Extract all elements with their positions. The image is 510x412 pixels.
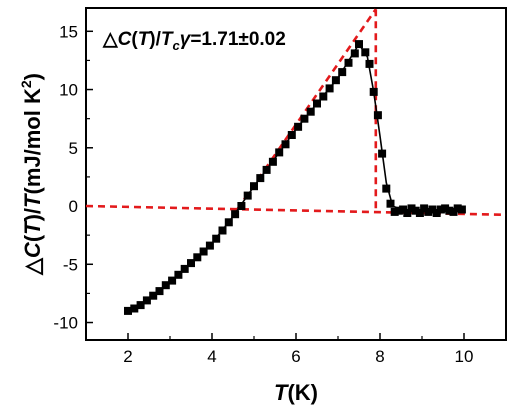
x-tick-label: 4 [207, 347, 216, 366]
data-point [350, 49, 359, 58]
data-point [218, 226, 227, 235]
data-series [124, 40, 466, 315]
data-point [243, 191, 252, 200]
data-point [199, 247, 208, 256]
data-point [403, 209, 412, 217]
data-point [313, 99, 321, 108]
x-tick-label: 10 [455, 347, 474, 366]
data-point [256, 174, 265, 183]
x-tick-label: 8 [375, 347, 384, 366]
data-point [300, 114, 309, 123]
plot-frame [85, 7, 507, 341]
data-point [415, 209, 424, 217]
data-point [394, 206, 403, 215]
data-point [306, 107, 315, 116]
data-point [386, 199, 395, 208]
data-point [378, 149, 387, 158]
y-tick-label: 15 [59, 22, 78, 41]
data-point [365, 59, 374, 68]
data-point [441, 204, 450, 213]
data-point [180, 264, 189, 273]
data-point [268, 157, 277, 166]
data-point [136, 301, 145, 310]
data-point [325, 84, 334, 93]
data-point [193, 253, 202, 262]
data-point [411, 206, 420, 215]
data-point [224, 218, 233, 227]
data-point [407, 204, 416, 213]
data-point [275, 148, 284, 157]
chart-annotation: △C(T)/Tcγ=1.71±0.02 [102, 29, 286, 53]
y-tick-label: 10 [59, 81, 78, 100]
data-point [142, 296, 151, 305]
data-point [155, 287, 164, 296]
y-tick-label: -10 [53, 314, 78, 333]
data-point [250, 182, 258, 191]
y-axis-title: △C(T)/T(mJ/mol K2) [18, 73, 45, 276]
y-tick-label: 0 [69, 197, 78, 216]
data-point [382, 184, 391, 193]
data-point [355, 40, 363, 49]
data-point [369, 87, 378, 96]
data-point [432, 209, 441, 217]
data-point [161, 281, 170, 290]
data-point [130, 304, 139, 313]
x-axis: 2 4 6 8 10 [85, 333, 507, 366]
data-point [399, 205, 408, 214]
data-point [262, 165, 271, 174]
data-point [331, 76, 340, 85]
y-axis: -10 -5 0 5 10 15 [53, 22, 93, 333]
data-point [237, 202, 246, 210]
data-point [205, 241, 214, 250]
data-point [287, 131, 296, 139]
data-point [457, 205, 466, 214]
data-point [212, 234, 221, 243]
data-point [319, 92, 328, 101]
data-point [168, 276, 177, 285]
data-point [294, 122, 303, 131]
data-point [453, 204, 462, 213]
data-point [445, 206, 454, 215]
data-point [338, 68, 347, 77]
x-tick-label: 2 [123, 347, 132, 366]
data-point [187, 259, 195, 268]
data-point [344, 58, 353, 67]
x-axis-title: T(K) [274, 380, 318, 405]
data-point [390, 207, 399, 216]
data-point [449, 207, 458, 216]
y-tick-label: -5 [63, 255, 78, 274]
data-point [361, 48, 370, 57]
data-point [149, 291, 158, 300]
data-point [420, 204, 429, 213]
data-point [281, 140, 290, 149]
y-tick-label: 5 [69, 139, 78, 158]
data-point [231, 210, 240, 219]
data-point [436, 205, 445, 214]
data-point [174, 270, 183, 279]
data-point [428, 205, 437, 214]
data-point [424, 207, 433, 216]
x-tick-label: 6 [291, 347, 300, 366]
data-point [373, 111, 382, 120]
data-point [124, 306, 132, 315]
